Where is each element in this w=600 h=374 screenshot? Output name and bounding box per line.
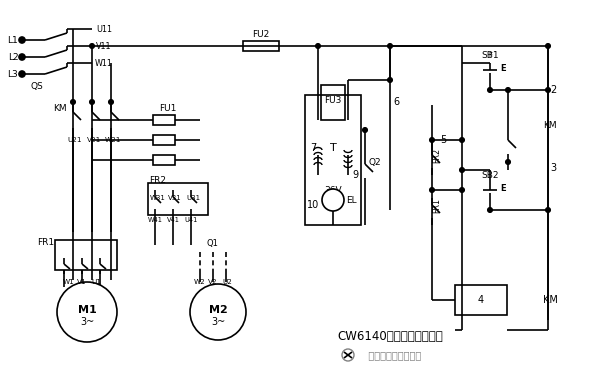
Text: 9: 9 <box>352 170 358 180</box>
Text: L1: L1 <box>8 36 19 45</box>
Text: FR2: FR2 <box>433 147 442 163</box>
Text: 4: 4 <box>478 295 484 305</box>
Text: SB1: SB1 <box>481 50 499 59</box>
Text: KM: KM <box>542 295 557 305</box>
Circle shape <box>430 138 434 142</box>
Text: W2: W2 <box>194 279 206 285</box>
Text: Q2: Q2 <box>368 157 382 166</box>
Text: E: E <box>500 64 506 73</box>
Circle shape <box>460 138 464 142</box>
Bar <box>153 115 175 125</box>
Text: E: E <box>500 184 506 193</box>
Text: W41: W41 <box>148 217 163 223</box>
Text: V31: V31 <box>168 195 182 201</box>
Text: M1: M1 <box>77 305 97 315</box>
Circle shape <box>322 189 344 211</box>
Circle shape <box>19 37 25 43</box>
Text: FR1: FR1 <box>433 197 442 212</box>
Text: V1: V1 <box>77 279 87 285</box>
Text: FR2: FR2 <box>149 175 167 184</box>
Circle shape <box>546 208 550 212</box>
Text: T: T <box>329 143 337 153</box>
Bar <box>148 183 208 215</box>
Bar <box>455 285 507 315</box>
Text: V41: V41 <box>167 217 179 223</box>
Text: 3~: 3~ <box>211 317 225 327</box>
Circle shape <box>460 168 464 172</box>
Text: V21: V21 <box>87 137 101 143</box>
Text: L2: L2 <box>8 52 19 61</box>
Circle shape <box>19 54 25 60</box>
Text: 5: 5 <box>440 135 446 145</box>
Text: U31: U31 <box>186 195 200 201</box>
Text: FU3: FU3 <box>325 95 341 104</box>
Text: EL: EL <box>346 196 356 205</box>
Text: CW6140普通车床控制电路: CW6140普通车床控制电路 <box>337 331 443 343</box>
Circle shape <box>71 100 75 104</box>
Circle shape <box>90 100 94 104</box>
Text: QS: QS <box>31 82 43 91</box>
Text: 10: 10 <box>307 200 319 210</box>
Circle shape <box>506 160 510 164</box>
Text: 2: 2 <box>550 85 556 95</box>
Text: 3: 3 <box>550 163 556 173</box>
Bar <box>55 240 117 270</box>
Circle shape <box>460 188 464 192</box>
Circle shape <box>488 88 492 92</box>
Text: W31: W31 <box>150 195 166 201</box>
Text: W11: W11 <box>95 58 113 67</box>
Text: KM: KM <box>543 120 557 129</box>
Bar <box>243 41 279 51</box>
Text: U1: U1 <box>91 279 101 285</box>
Text: Q1: Q1 <box>206 239 218 248</box>
Circle shape <box>506 88 510 92</box>
Bar <box>153 135 175 145</box>
Bar <box>153 155 175 165</box>
Text: W1: W1 <box>63 279 75 285</box>
Text: KM: KM <box>53 104 67 113</box>
Circle shape <box>363 128 367 132</box>
Text: U2: U2 <box>222 279 232 285</box>
Text: FU1: FU1 <box>160 104 176 113</box>
Text: 7: 7 <box>310 143 316 153</box>
Circle shape <box>190 284 246 340</box>
Text: V11: V11 <box>96 42 112 50</box>
Circle shape <box>19 71 25 77</box>
Circle shape <box>388 44 392 48</box>
Text: U21: U21 <box>68 137 82 143</box>
Circle shape <box>316 44 320 48</box>
Circle shape <box>109 100 113 104</box>
Circle shape <box>488 208 492 212</box>
Text: W21: W21 <box>105 137 121 143</box>
Bar <box>321 85 345 120</box>
Text: SB2: SB2 <box>481 171 499 180</box>
Text: U41: U41 <box>184 217 197 223</box>
Text: 3~: 3~ <box>80 317 94 327</box>
Text: FU2: FU2 <box>253 30 269 39</box>
Circle shape <box>546 44 550 48</box>
Text: FR1: FR1 <box>37 237 55 246</box>
Text: U11: U11 <box>96 25 112 34</box>
Text: F: F <box>488 52 492 58</box>
Text: L3: L3 <box>8 70 19 79</box>
Circle shape <box>90 44 94 48</box>
Circle shape <box>430 188 434 192</box>
Circle shape <box>57 282 117 342</box>
Bar <box>305 95 361 225</box>
Text: V2: V2 <box>208 279 218 285</box>
Circle shape <box>388 78 392 82</box>
Text: 电机控制设计加油站: 电机控制设计加油站 <box>359 350 421 360</box>
Text: M2: M2 <box>209 305 227 315</box>
Text: 6: 6 <box>393 97 399 107</box>
Text: 36V: 36V <box>324 186 342 194</box>
Circle shape <box>546 88 550 92</box>
